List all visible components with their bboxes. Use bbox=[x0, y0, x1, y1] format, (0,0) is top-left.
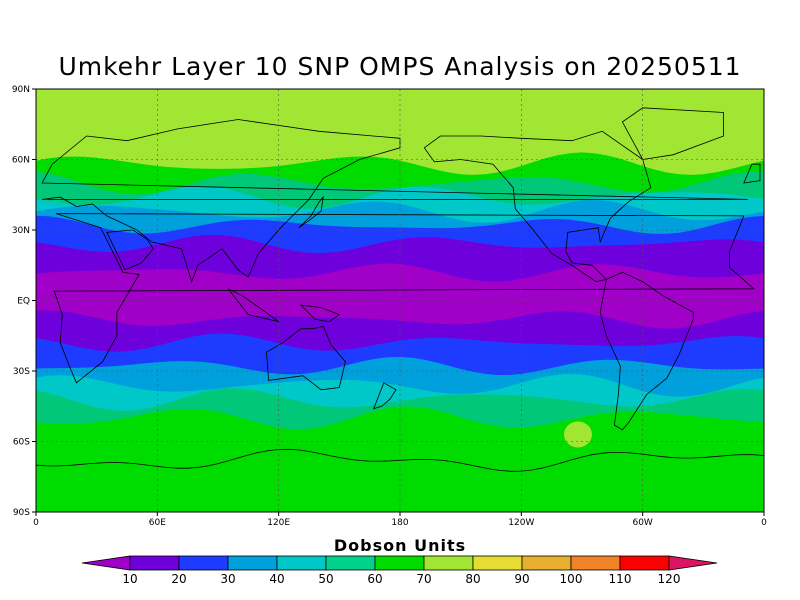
south-america bbox=[599, 271, 694, 431]
map-title: Umkehr Layer 10 SNP OMPS Analysis on 202… bbox=[58, 52, 742, 81]
colorbar-segment bbox=[521, 555, 572, 571]
lat-tick-label: 90N bbox=[12, 85, 30, 95]
new-zealand bbox=[373, 382, 397, 410]
colorbar-label: 120 bbox=[658, 572, 681, 586]
colorbar-label: 40 bbox=[269, 572, 284, 586]
colorbar-label: 80 bbox=[465, 572, 480, 586]
colorbar-segment bbox=[227, 555, 278, 571]
lat-tick-label: EQ bbox=[17, 297, 30, 307]
colorbar-segment bbox=[619, 555, 670, 571]
colorbar-low-arrow bbox=[81, 555, 131, 571]
colorbar-label: 50 bbox=[318, 572, 333, 586]
japan bbox=[298, 195, 324, 229]
colorbar-segment bbox=[472, 555, 523, 571]
colorbar-label: 20 bbox=[171, 572, 186, 586]
colorbar-label: 10 bbox=[122, 572, 137, 586]
lon-tick-label: 120E bbox=[267, 518, 290, 528]
eurasia bbox=[41, 119, 748, 283]
colorbar-label: 110 bbox=[609, 572, 632, 586]
australia bbox=[266, 325, 346, 391]
lat-tick-label: 60S bbox=[13, 438, 30, 448]
lon-tick-label: 0 bbox=[761, 518, 767, 528]
north-america bbox=[423, 130, 652, 283]
britain bbox=[743, 163, 761, 184]
colorbar-segment bbox=[570, 555, 621, 571]
gridlines bbox=[36, 89, 764, 512]
colorbar-segment bbox=[374, 555, 425, 571]
latitude-axis: 90N 60N 30N EQ 30S 60S 90S bbox=[12, 85, 36, 518]
lon-tick-label: 180 bbox=[391, 518, 408, 528]
colorbar-label: 60 bbox=[367, 572, 382, 586]
colorbar-segment bbox=[276, 555, 327, 571]
lat-tick-label: 90S bbox=[13, 508, 30, 518]
colorbar-label: 90 bbox=[514, 572, 529, 586]
lat-tick-label: 60N bbox=[12, 156, 30, 166]
colorbar-label: 70 bbox=[416, 572, 431, 586]
lon-tick-label: 0 bbox=[33, 518, 39, 528]
arabia bbox=[106, 229, 154, 271]
lat-tick-label: 30N bbox=[12, 226, 30, 236]
indonesia bbox=[227, 288, 279, 322]
colorbar-label: 100 bbox=[560, 572, 583, 586]
colorbar-label: 30 bbox=[220, 572, 235, 586]
colorbar-segment bbox=[129, 555, 180, 571]
colorbar-segment bbox=[325, 555, 376, 571]
colorbar: 10 20 30 40 50 60 70 80 90 100 110 120 bbox=[81, 555, 718, 586]
longitude-axis: 0 60E 120E 180 120W 60W 0 bbox=[33, 512, 767, 528]
lat-tick-label: 30S bbox=[13, 367, 30, 377]
lon-tick-label: 120W bbox=[508, 518, 534, 528]
lon-tick-label: 60W bbox=[632, 518, 652, 528]
africa bbox=[53, 213, 755, 384]
colorbar-title: Dobson Units bbox=[333, 536, 467, 555]
greenland bbox=[621, 107, 724, 160]
colorbar-segment bbox=[423, 555, 474, 571]
new-guinea bbox=[299, 304, 341, 323]
blob-south-pacific bbox=[563, 421, 592, 448]
colorbar-high-arrow bbox=[668, 555, 718, 571]
colorbar-segment bbox=[178, 555, 229, 571]
lon-tick-label: 60E bbox=[149, 518, 166, 528]
